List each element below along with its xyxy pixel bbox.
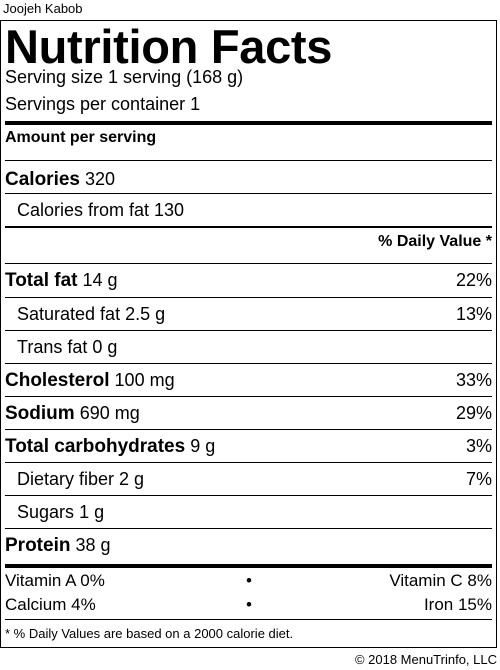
calories-label: Calories <box>5 169 80 190</box>
nutrient-row-total-fat: Total fat 14 g 22% <box>5 265 492 295</box>
nutrient-name: Dietary fiber <box>17 469 115 489</box>
vitamin-row-1: Vitamin A 0% • Vitamin C 8% <box>5 569 492 593</box>
nutrient-row-total-carbohydrates: Total carbohydrates 9 g 3% <box>5 431 492 461</box>
nutrient-dv: 13% <box>455 304 492 324</box>
divider <box>5 619 492 620</box>
divider <box>5 363 492 364</box>
nutrient-name: Sodium <box>5 403 75 424</box>
divider <box>5 193 492 194</box>
nutrient-amount: 690 mg <box>79 403 140 423</box>
nutrient-amount: 2.5 g <box>125 304 166 324</box>
footnote: * % Daily Values are based on a 2000 cal… <box>5 626 294 641</box>
nutrient-row-protein: Protein 38 g <box>5 530 492 560</box>
nutrient-dv: 7% <box>465 469 492 489</box>
divider <box>5 429 492 430</box>
calcium: Calcium 4% <box>5 595 96 614</box>
nutrient-dv: 33% <box>455 370 492 390</box>
daily-value-header: % Daily Value * <box>378 233 492 250</box>
divider <box>5 263 492 264</box>
nutrient-name: Protein <box>5 535 71 556</box>
nutrient-row-sugars: Sugars 1 g <box>5 497 492 527</box>
nutrient-dv: 29% <box>455 403 492 423</box>
divider <box>5 396 492 397</box>
nutrient-name: Total fat <box>5 270 78 291</box>
copyright: © 2018 MenuTrinfo, LLC <box>354 652 497 667</box>
nutrient-amount: 38 g <box>75 535 111 555</box>
servings-per-container: Servings per container 1 <box>5 94 201 114</box>
thick-divider-bottom <box>5 564 492 568</box>
divider <box>5 528 492 529</box>
thick-divider-mid <box>5 226 492 228</box>
divider <box>5 297 492 298</box>
nutrient-name: Sugars <box>17 502 75 522</box>
nutrient-row-cholesterol: Cholesterol 100 mg 33% <box>5 365 492 395</box>
bullet-icon: • <box>246 571 252 590</box>
divider <box>5 160 492 161</box>
nutrient-row-saturated-fat: Saturated fat 2.5 g 13% <box>5 299 492 329</box>
calories-row: Calories 320 <box>5 164 492 194</box>
nutrient-name: Cholesterol <box>5 370 110 391</box>
nutrition-facts-panel: Nutrition Facts Serving size 1 serving (… <box>0 20 497 648</box>
nutrient-name: Total carbohydrates <box>5 436 186 457</box>
divider <box>5 462 492 463</box>
vitamin-row-2: Calcium 4% • Iron 15% <box>5 593 492 617</box>
divider <box>5 495 492 496</box>
nutrient-amount: 14 g <box>82 270 118 290</box>
calories-from-fat-row: Calories from fat 130 <box>5 195 492 225</box>
dish-name: Joojeh Kabob <box>3 1 83 16</box>
bullet-icon: • <box>246 595 252 614</box>
nutrient-amount: 0 g <box>92 337 118 357</box>
nutrition-facts-title: Nutrition Facts <box>5 20 333 73</box>
iron: Iron 15% <box>423 595 492 614</box>
vitamin-a: Vitamin A 0% <box>5 571 105 590</box>
nutrient-amount: 1 g <box>79 502 105 522</box>
serving-size: Serving size 1 serving (168 g) <box>5 67 244 87</box>
vitamin-c: Vitamin C 8% <box>389 571 492 590</box>
nutrient-name: Trans fat <box>17 337 88 357</box>
nutrient-dv: 22% <box>455 270 492 290</box>
nutrient-row-trans-fat: Trans fat 0 g <box>5 332 492 362</box>
nutrient-name: Saturated fat <box>17 304 121 324</box>
nutrient-amount: 9 g <box>190 436 216 456</box>
nutrient-row-sodium: Sodium 690 mg 29% <box>5 398 492 428</box>
daily-value-header-row: % Daily Value * <box>5 227 492 257</box>
divider <box>5 330 492 331</box>
nutrient-amount: 2 g <box>119 469 145 489</box>
calories-from-fat: Calories from fat 130 <box>17 200 185 220</box>
nutrient-dv: 3% <box>465 436 492 456</box>
nutrient-amount: 100 mg <box>114 370 175 390</box>
thick-divider-top <box>5 121 492 125</box>
nutrient-row-dietary-fiber: Dietary fiber 2 g 7% <box>5 464 492 494</box>
amount-per-serving: Amount per serving <box>5 129 157 146</box>
calories-value: 320 <box>85 169 116 189</box>
